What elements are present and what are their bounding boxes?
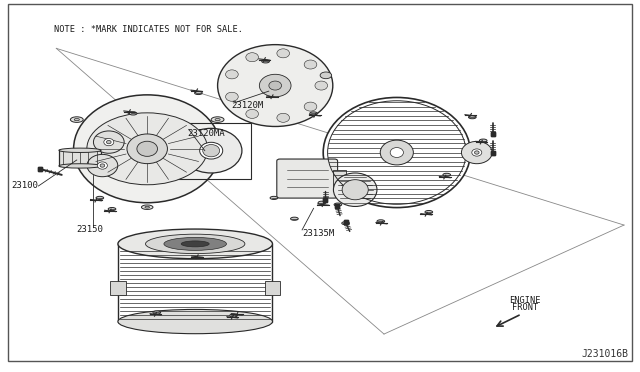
- Ellipse shape: [74, 95, 221, 203]
- FancyBboxPatch shape: [265, 281, 280, 295]
- Ellipse shape: [215, 118, 220, 121]
- Ellipse shape: [145, 234, 245, 254]
- Ellipse shape: [129, 112, 137, 115]
- Text: NOTE : *MARK INDICATES NOT FOR SALE.: NOTE : *MARK INDICATES NOT FOR SALE.: [54, 25, 243, 33]
- Ellipse shape: [195, 92, 202, 94]
- Ellipse shape: [180, 128, 242, 173]
- Ellipse shape: [118, 229, 273, 259]
- Ellipse shape: [342, 222, 349, 225]
- Ellipse shape: [304, 60, 317, 69]
- Ellipse shape: [315, 81, 328, 90]
- Ellipse shape: [153, 311, 161, 314]
- Ellipse shape: [318, 201, 326, 204]
- Ellipse shape: [472, 149, 482, 156]
- Ellipse shape: [291, 217, 298, 220]
- Ellipse shape: [108, 208, 116, 211]
- Ellipse shape: [127, 134, 168, 164]
- FancyBboxPatch shape: [277, 159, 338, 198]
- Ellipse shape: [218, 45, 333, 126]
- Ellipse shape: [225, 70, 238, 79]
- Text: FRONT: FRONT: [511, 303, 538, 312]
- Ellipse shape: [104, 138, 114, 146]
- Ellipse shape: [320, 72, 332, 78]
- Text: 23120M: 23120M: [232, 101, 264, 110]
- Ellipse shape: [96, 196, 104, 199]
- Ellipse shape: [137, 141, 157, 156]
- Ellipse shape: [304, 102, 317, 111]
- Ellipse shape: [93, 131, 124, 153]
- Ellipse shape: [181, 241, 209, 247]
- Ellipse shape: [100, 164, 105, 167]
- Ellipse shape: [145, 206, 150, 208]
- Ellipse shape: [334, 203, 342, 206]
- Ellipse shape: [259, 74, 291, 97]
- Ellipse shape: [468, 116, 476, 119]
- Ellipse shape: [333, 173, 377, 206]
- Ellipse shape: [277, 113, 289, 122]
- Ellipse shape: [230, 314, 237, 317]
- Text: J231016B: J231016B: [582, 349, 628, 359]
- Ellipse shape: [461, 141, 492, 164]
- Ellipse shape: [97, 162, 108, 169]
- Ellipse shape: [443, 173, 451, 176]
- Ellipse shape: [323, 97, 470, 208]
- Ellipse shape: [270, 196, 278, 199]
- Ellipse shape: [203, 144, 220, 157]
- Text: 23120MA: 23120MA: [187, 129, 225, 138]
- Ellipse shape: [310, 112, 317, 115]
- Ellipse shape: [342, 180, 368, 200]
- Ellipse shape: [211, 117, 224, 122]
- Ellipse shape: [59, 148, 101, 153]
- Ellipse shape: [474, 151, 479, 154]
- Ellipse shape: [87, 154, 118, 177]
- Ellipse shape: [74, 118, 79, 121]
- FancyBboxPatch shape: [333, 170, 346, 187]
- Ellipse shape: [425, 211, 433, 214]
- Text: 23100: 23100: [12, 182, 38, 190]
- Text: 23135M: 23135M: [302, 229, 334, 238]
- Ellipse shape: [59, 164, 101, 168]
- Ellipse shape: [390, 148, 403, 157]
- Text: ENGINE: ENGINE: [509, 296, 541, 305]
- FancyBboxPatch shape: [118, 244, 273, 321]
- Ellipse shape: [87, 113, 207, 185]
- Ellipse shape: [200, 142, 223, 159]
- Ellipse shape: [225, 92, 238, 101]
- Ellipse shape: [377, 220, 385, 223]
- Ellipse shape: [70, 117, 83, 122]
- Ellipse shape: [269, 81, 282, 90]
- Text: 23150: 23150: [77, 225, 104, 234]
- Ellipse shape: [479, 139, 487, 142]
- Ellipse shape: [277, 49, 289, 58]
- Ellipse shape: [106, 140, 111, 144]
- FancyBboxPatch shape: [59, 150, 101, 166]
- Ellipse shape: [380, 140, 413, 165]
- Ellipse shape: [118, 310, 273, 334]
- Ellipse shape: [164, 237, 227, 250]
- Ellipse shape: [246, 109, 259, 118]
- Ellipse shape: [246, 53, 259, 62]
- Ellipse shape: [141, 205, 153, 209]
- FancyBboxPatch shape: [110, 281, 125, 295]
- Ellipse shape: [262, 60, 269, 63]
